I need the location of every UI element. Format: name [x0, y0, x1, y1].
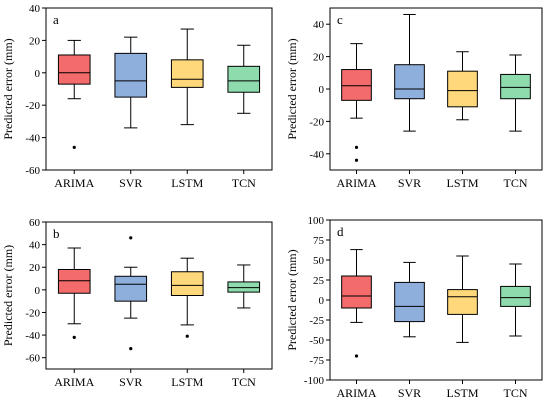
- box-lstm-b: [170, 257, 204, 338]
- y-tick-label-d: 0: [319, 295, 325, 307]
- x-category-label-d: TCN: [504, 386, 528, 400]
- box-lstm-a: [170, 28, 204, 126]
- y-axis-label-c: Predicted error (mm): [285, 38, 299, 139]
- panel-a: -60 -40 -20 0 20 40 Predicted error (mm) a ARIMA…: [1, 3, 273, 190]
- box-arima-d: [341, 249, 372, 358]
- y-tick-label-a: 40: [29, 3, 41, 15]
- x-category-label-c: LSTM: [446, 176, 478, 190]
- x-category-label-d: ARIMA: [336, 386, 376, 400]
- y-tick-label-b: -60: [25, 353, 40, 365]
- y-tick-label-c: -20: [309, 116, 324, 128]
- y-tick-label-a: -20: [25, 100, 40, 112]
- box-arima-c: [341, 43, 372, 162]
- panel-tag-a: a: [53, 12, 59, 27]
- outlier-point: [72, 145, 76, 149]
- y-tick-label-a: -60: [25, 165, 40, 177]
- y-tick-label-d: -100: [304, 375, 325, 387]
- panel-tag-d: d: [337, 224, 344, 239]
- y-tick-label-c: 40: [313, 19, 325, 31]
- y-tick-label-b: 60: [29, 217, 41, 229]
- box-tcn-c: [500, 54, 531, 132]
- iqr-box: [114, 52, 148, 98]
- panel-tag-c: c: [337, 12, 343, 27]
- x-category-label-c: SVR: [398, 176, 421, 190]
- x-category-label-d: LSTM: [446, 386, 478, 400]
- x-category-label-a: ARIMA: [54, 176, 94, 190]
- iqr-box: [57, 54, 91, 85]
- x-category-label-a: TCN: [232, 176, 256, 190]
- y-tick-label-a: 20: [29, 35, 41, 47]
- y-tick-label-d: 75: [313, 235, 325, 247]
- outlier-point: [354, 158, 359, 162]
- iqr-box: [170, 59, 204, 88]
- outlier-point: [354, 145, 359, 149]
- iqr-box: [114, 275, 148, 302]
- box-svr-c: [394, 13, 425, 132]
- y-tick-label-b: 0: [35, 285, 41, 297]
- y-tick-label-d: 100: [308, 215, 325, 227]
- iqr-box: [341, 69, 372, 101]
- y-axis-label-b: Predicted error (mm): [1, 245, 15, 346]
- y-tick-label-a: -40: [25, 133, 40, 145]
- iqr-box: [500, 73, 531, 100]
- x-category-label-b: LSTM: [171, 375, 203, 389]
- x-category-label-a: LSTM: [171, 176, 203, 190]
- x-category-label-b: SVR: [119, 375, 142, 389]
- x-category-label-a: SVR: [119, 176, 142, 190]
- box-lstm-c: [447, 51, 478, 121]
- y-tick-label-d: -25: [309, 315, 324, 327]
- y-axis-label-d: Predicted error (mm): [285, 249, 299, 350]
- panel-c: -40 -20 0 20 40 Predicted error (mm) c ARIMA SVR…: [285, 7, 543, 190]
- outlier-point: [354, 354, 359, 358]
- plot-frame-b: [45, 221, 273, 370]
- y-axis-label-a: Predicted error (mm): [1, 38, 15, 139]
- x-category-label-b: TCN: [232, 375, 256, 389]
- iqr-box: [227, 65, 261, 93]
- y-tick-label-b: 20: [29, 262, 41, 274]
- y-tick-label-b: -20: [25, 307, 40, 319]
- panel-d: -100 -75 -50 -25 0 25 50 75 100 Predicted error (…: [285, 215, 543, 400]
- box-tcn-b: [227, 264, 261, 309]
- iqr-box: [170, 271, 204, 296]
- x-category-label-c: TCN: [504, 176, 528, 190]
- iqr-box: [394, 64, 425, 100]
- iqr-box: [341, 275, 372, 309]
- x-category-label-b: ARIMA: [54, 375, 94, 389]
- x-category-label-d: SVR: [398, 386, 421, 400]
- box-svr-b: [114, 236, 148, 351]
- x-category-label-c: ARIMA: [336, 176, 376, 190]
- box-tcn-d: [500, 263, 531, 337]
- outlier-point: [72, 335, 76, 339]
- box-svr-a: [114, 36, 148, 129]
- panel-tag-b: b: [53, 226, 60, 241]
- box-lstm-d: [447, 255, 478, 343]
- box-arima-a: [57, 39, 91, 149]
- y-tick-label-d: 50: [313, 255, 325, 267]
- box-arima-b: [57, 247, 91, 339]
- box-svr-d: [394, 261, 425, 338]
- iqr-box: [447, 70, 478, 108]
- iqr-box: [227, 281, 261, 293]
- outlier-point: [129, 236, 133, 240]
- y-tick-label-b: 40: [29, 240, 41, 252]
- y-tick-label-b: -40: [25, 330, 40, 342]
- y-tick-label-d: -50: [309, 335, 324, 347]
- y-tick-label-d: 25: [313, 275, 325, 287]
- outlier-point: [185, 334, 189, 338]
- box-tcn-a: [227, 44, 261, 114]
- iqr-box: [447, 289, 478, 315]
- y-tick-label-c: 0: [319, 84, 325, 96]
- y-tick-label-a: 0: [35, 68, 41, 80]
- y-tick-label-c: -40: [309, 149, 324, 161]
- plot-frame-a: [45, 7, 273, 171]
- y-tick-label-c: 20: [313, 52, 325, 64]
- panel-b: -60 -40 -20 0 20 40 60 Predicted error (mm) b ARI…: [1, 217, 273, 389]
- iqr-box: [394, 281, 425, 323]
- y-tick-label-d: -75: [309, 355, 324, 367]
- iqr-box: [57, 268, 91, 294]
- outlier-point: [129, 347, 133, 351]
- iqr-box: [500, 285, 531, 307]
